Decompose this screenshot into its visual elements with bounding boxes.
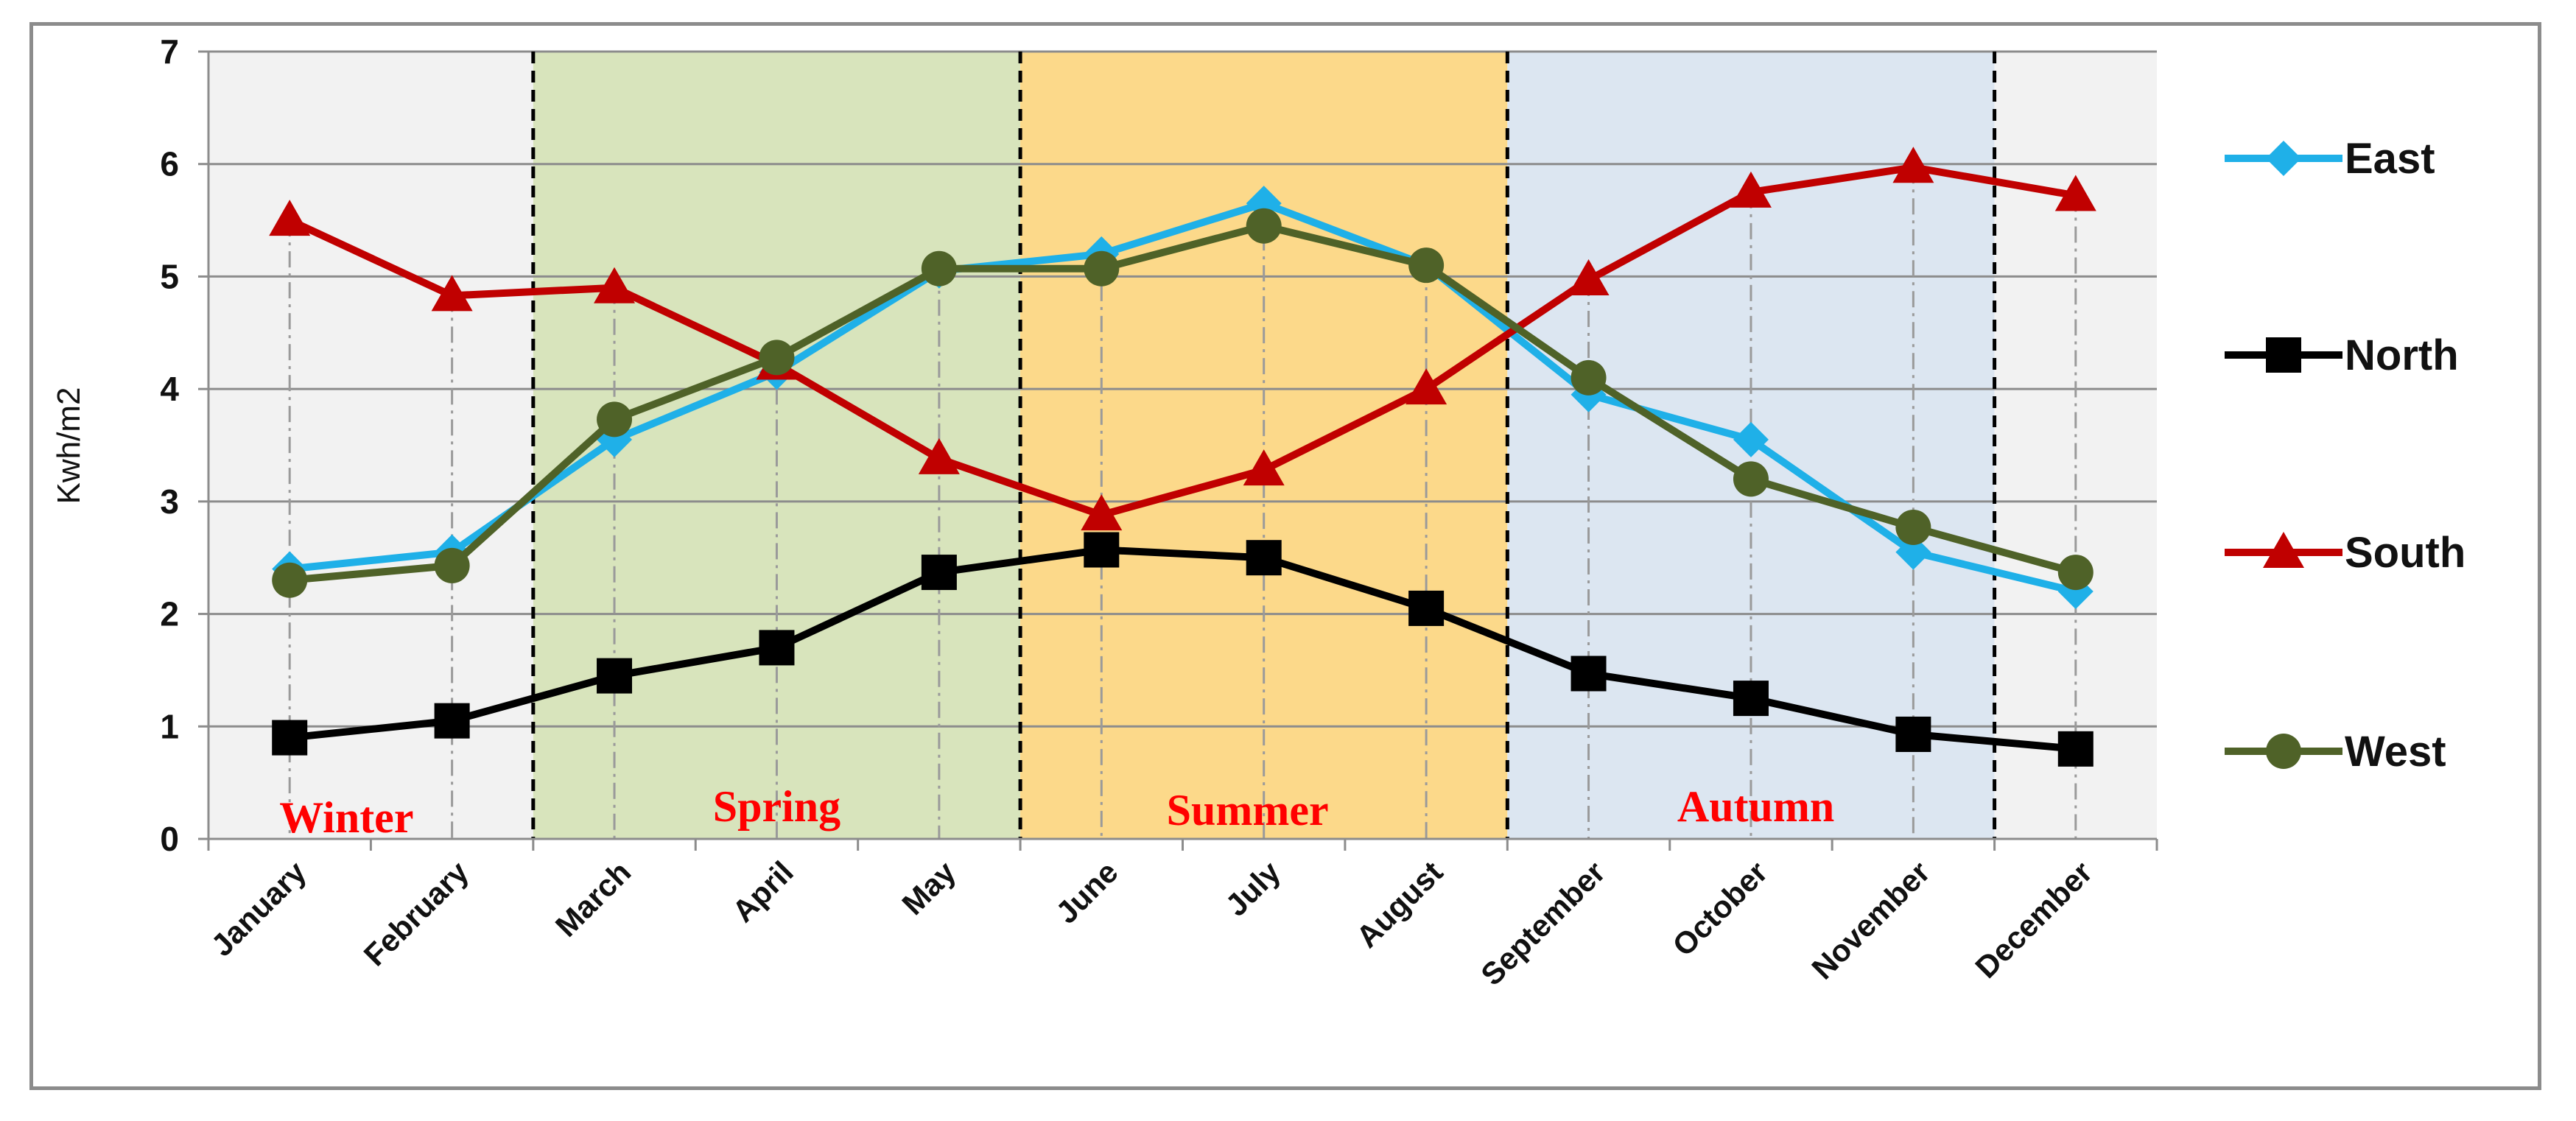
legend-marker-east <box>2266 141 2301 176</box>
y-tick-label-6: 6 <box>160 145 179 183</box>
series-lines <box>269 147 2096 767</box>
point-west-november <box>1895 509 1931 545</box>
point-south-november <box>1892 147 1934 183</box>
point-south-march <box>594 267 636 303</box>
x-tick-label-august: August <box>1350 854 1450 955</box>
y-tick-label-4: 4 <box>160 370 179 408</box>
series-north <box>272 532 2094 767</box>
point-north-march <box>597 658 633 694</box>
season-label-spring: Spring <box>713 782 840 831</box>
point-east-october <box>1733 421 1769 457</box>
point-south-october <box>1730 171 1772 208</box>
season-label-summer: Summer <box>1167 786 1329 834</box>
season-label-autumn: Autumn <box>1677 782 1834 831</box>
season-dividers <box>531 52 1997 839</box>
season-labels: Winter Spring Summer Autumn <box>279 782 1834 842</box>
y-tick-labels: 0 1 2 3 4 5 6 7 <box>160 32 179 858</box>
point-north-december <box>2057 731 2094 767</box>
legend-label-west: West <box>2345 728 2446 776</box>
point-south-january <box>269 200 311 236</box>
axes <box>198 50 2158 851</box>
x-tick-labels: January February March April May June July Augu… <box>204 854 2099 992</box>
series-south <box>269 147 2096 531</box>
legend-label-north: North <box>2345 331 2459 379</box>
point-east-november <box>1895 534 1931 570</box>
legend-item-west: West <box>2225 728 2446 776</box>
point-west-october <box>1733 461 1769 497</box>
point-north-january <box>272 720 308 756</box>
point-west-july <box>1246 208 1282 244</box>
point-north-august <box>1408 590 1445 626</box>
point-north-april <box>759 630 795 666</box>
series-line-east <box>289 200 2077 595</box>
point-south-september <box>1568 259 1610 296</box>
point-north-july <box>1246 540 1282 576</box>
point-south-february <box>431 275 473 312</box>
y-tick-label-0: 0 <box>160 820 179 858</box>
season-label-winter: Winter <box>279 793 413 842</box>
legend-label-south: South <box>2345 529 2466 577</box>
legend-marker-north <box>2266 337 2301 373</box>
point-south-may <box>918 437 960 474</box>
series-west <box>272 208 2094 598</box>
legend-item-north: North <box>2225 331 2459 379</box>
x-tick-label-june: June <box>1049 854 1125 930</box>
point-west-january <box>272 562 308 598</box>
point-west-march <box>597 401 633 437</box>
y-tick-label-5: 5 <box>160 257 179 295</box>
y-tick-label-2: 2 <box>160 595 179 633</box>
point-west-august <box>1408 247 1445 284</box>
point-north-may <box>921 555 957 591</box>
series-line-south <box>288 164 2077 519</box>
point-north-october <box>1733 681 1769 717</box>
point-west-september <box>1570 359 1607 396</box>
point-north-june <box>1084 532 1120 568</box>
x-tick-label-january: January <box>204 854 313 963</box>
y-tick-label-1: 1 <box>160 707 179 745</box>
series-line-north <box>289 546 2077 753</box>
point-west-april <box>759 340 795 376</box>
legend-marker-south <box>2263 532 2304 568</box>
point-west-february <box>434 547 470 583</box>
x-tick-label-may: May <box>895 854 962 921</box>
point-north-september <box>1570 656 1607 692</box>
y-tick-label-3: 3 <box>160 482 179 521</box>
point-south-june <box>1081 494 1123 531</box>
x-tick-label-march: March <box>549 854 638 943</box>
point-south-december <box>2054 175 2096 211</box>
point-south-august <box>1405 368 1447 405</box>
x-tick-label-december: December <box>1968 854 2099 985</box>
legend-item-south: South <box>2225 529 2466 577</box>
point-north-february <box>434 703 470 739</box>
x-tick-label-july: July <box>1218 854 1287 923</box>
legend-marker-west <box>2266 734 2301 769</box>
point-west-may <box>921 250 957 287</box>
y-tick-label-7: 7 <box>160 32 179 71</box>
legend: East North South West <box>2225 135 2466 776</box>
point-south-july <box>1243 449 1285 486</box>
x-tick-label-february: February <box>357 854 476 973</box>
point-north-november <box>1895 716 1931 752</box>
season-band-winter <box>208 52 533 839</box>
x-tick-label-april: April <box>726 854 800 929</box>
point-west-june <box>1084 250 1120 287</box>
series-line-west <box>289 222 2077 584</box>
legend-item-east: East <box>2225 135 2435 183</box>
y-axis-label: Kwh/m2 <box>51 387 87 505</box>
point-west-december <box>2057 555 2094 591</box>
x-tick-label-september: September <box>1474 854 1612 992</box>
x-tick-label-october: October <box>1666 854 1774 963</box>
legend-label-east: East <box>2345 135 2435 183</box>
x-tick-label-november: November <box>1805 854 1936 985</box>
